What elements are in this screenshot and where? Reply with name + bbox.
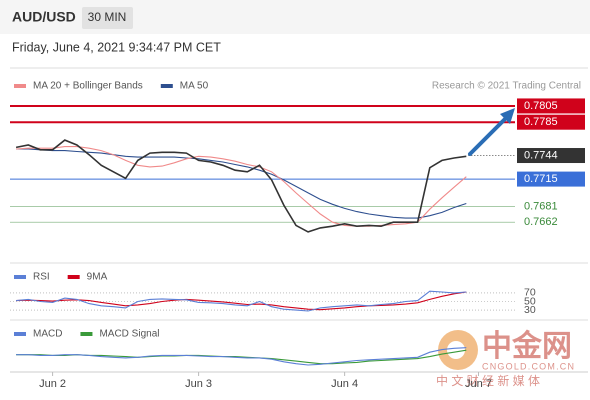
legend-label: MACD bbox=[33, 329, 62, 340]
watermark: 中金网 CNGOLD.COM.CN 中 文 财 经 新 媒 体 bbox=[436, 329, 574, 388]
legend-label: 9MA bbox=[87, 272, 108, 283]
forecast-arrow bbox=[468, 114, 510, 156]
x-tick-label: Jun 4 bbox=[331, 378, 358, 390]
y-tick-label: 50 bbox=[524, 295, 536, 307]
level-label: 0.7785 bbox=[524, 116, 558, 128]
level-label: 0.7744 bbox=[524, 149, 558, 161]
timestamp: Friday, June 4, 2021 9:34:47 PM CET bbox=[12, 40, 221, 54]
legend-label: MA 20 + Bollinger Bands bbox=[33, 81, 143, 92]
level-label: 0.7805 bbox=[524, 100, 558, 112]
level-label-box bbox=[517, 114, 585, 130]
series-line bbox=[15, 139, 467, 233]
legend-label: MA 50 bbox=[180, 81, 209, 92]
legend-swatch bbox=[67, 275, 80, 279]
legend-swatch bbox=[14, 84, 26, 88]
timeframe-button[interactable] bbox=[82, 7, 133, 29]
watermark-logo bbox=[447, 341, 465, 359]
legend-label: RSI bbox=[33, 272, 50, 283]
legend-label: MACD Signal bbox=[99, 329, 159, 340]
level-label-box bbox=[517, 98, 585, 114]
watermark-slogan: 中 文 财 经 新 媒 体 bbox=[436, 373, 540, 388]
level-label: 0.7681 bbox=[524, 201, 558, 213]
credit: Research © 2021 Trading Central bbox=[432, 81, 581, 92]
x-tick-label: Jun 3 bbox=[185, 378, 212, 390]
watermark-brand: 中金网 bbox=[482, 329, 572, 363]
watermark-site: CNGOLD.COM.CN bbox=[482, 361, 574, 371]
level-label-box bbox=[517, 171, 585, 187]
series-line bbox=[16, 290, 467, 312]
legend-swatch bbox=[80, 332, 93, 336]
forecast-arrowhead bbox=[500, 108, 515, 124]
series-line bbox=[16, 291, 467, 311]
timeframe: 30 MIN bbox=[88, 10, 127, 24]
x-tick-label: Jun 2 bbox=[39, 378, 66, 390]
series-line bbox=[16, 347, 467, 366]
x-tick-label: Jun 7 bbox=[465, 378, 492, 390]
series-line bbox=[16, 146, 467, 227]
level-label: 0.7662 bbox=[524, 216, 558, 228]
level-label-box bbox=[517, 148, 585, 164]
level-label: 0.7715 bbox=[524, 173, 558, 185]
legend-swatch bbox=[14, 332, 26, 336]
series-line bbox=[16, 148, 467, 219]
y-tick-label: 70 bbox=[524, 287, 536, 299]
legend-swatch bbox=[14, 275, 26, 279]
y-tick-label: 30 bbox=[524, 304, 536, 316]
symbol: AUD/USD bbox=[12, 9, 76, 25]
legend-swatch bbox=[160, 84, 173, 88]
